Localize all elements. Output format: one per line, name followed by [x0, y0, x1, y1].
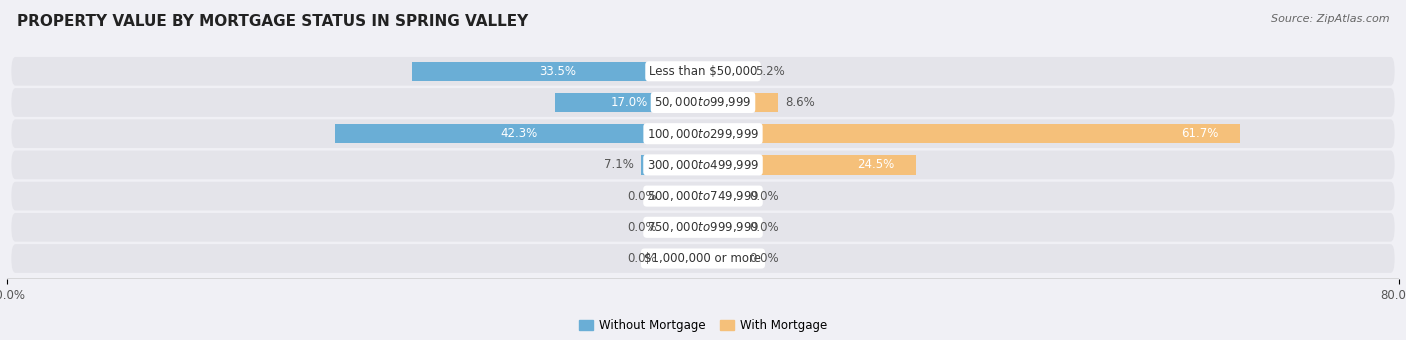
- Text: $500,000 to $749,999: $500,000 to $749,999: [647, 189, 759, 203]
- Bar: [703, 62, 748, 81]
- FancyBboxPatch shape: [11, 57, 1395, 86]
- Text: Source: ZipAtlas.com: Source: ZipAtlas.com: [1271, 14, 1389, 23]
- Bar: [703, 124, 1240, 143]
- Legend: Without Mortgage, With Mortgage: Without Mortgage, With Mortgage: [574, 314, 832, 337]
- Bar: [703, 186, 742, 206]
- Bar: [703, 249, 742, 268]
- Text: 7.1%: 7.1%: [605, 158, 634, 171]
- Text: 24.5%: 24.5%: [858, 158, 894, 171]
- Text: 5.2%: 5.2%: [755, 65, 785, 78]
- Bar: [664, 249, 703, 268]
- Bar: [703, 155, 917, 174]
- Text: 61.7%: 61.7%: [1181, 127, 1218, 140]
- FancyBboxPatch shape: [11, 119, 1395, 148]
- Text: 8.6%: 8.6%: [785, 96, 814, 109]
- FancyBboxPatch shape: [11, 151, 1395, 179]
- Text: 0.0%: 0.0%: [749, 221, 779, 234]
- FancyBboxPatch shape: [11, 182, 1395, 210]
- Text: 0.0%: 0.0%: [749, 252, 779, 265]
- Bar: [703, 93, 778, 112]
- Bar: [412, 62, 703, 81]
- Text: 33.5%: 33.5%: [538, 65, 576, 78]
- Bar: [335, 124, 703, 143]
- Text: $300,000 to $499,999: $300,000 to $499,999: [647, 158, 759, 172]
- Text: Less than $50,000: Less than $50,000: [648, 65, 758, 78]
- Bar: [641, 155, 703, 174]
- Text: $100,000 to $299,999: $100,000 to $299,999: [647, 127, 759, 141]
- FancyBboxPatch shape: [11, 88, 1395, 117]
- Text: 0.0%: 0.0%: [627, 221, 657, 234]
- Text: $50,000 to $99,999: $50,000 to $99,999: [654, 96, 752, 109]
- Text: 0.0%: 0.0%: [627, 190, 657, 203]
- Bar: [664, 186, 703, 206]
- FancyBboxPatch shape: [11, 213, 1395, 242]
- Text: 0.0%: 0.0%: [627, 252, 657, 265]
- Text: 42.3%: 42.3%: [501, 127, 537, 140]
- Text: 17.0%: 17.0%: [610, 96, 648, 109]
- Text: $750,000 to $999,999: $750,000 to $999,999: [647, 220, 759, 234]
- Text: $1,000,000 or more: $1,000,000 or more: [644, 252, 762, 265]
- FancyBboxPatch shape: [11, 244, 1395, 273]
- Bar: [664, 218, 703, 237]
- Text: PROPERTY VALUE BY MORTGAGE STATUS IN SPRING VALLEY: PROPERTY VALUE BY MORTGAGE STATUS IN SPR…: [17, 14, 529, 29]
- Text: 0.0%: 0.0%: [749, 190, 779, 203]
- Bar: [703, 218, 742, 237]
- Bar: [555, 93, 703, 112]
